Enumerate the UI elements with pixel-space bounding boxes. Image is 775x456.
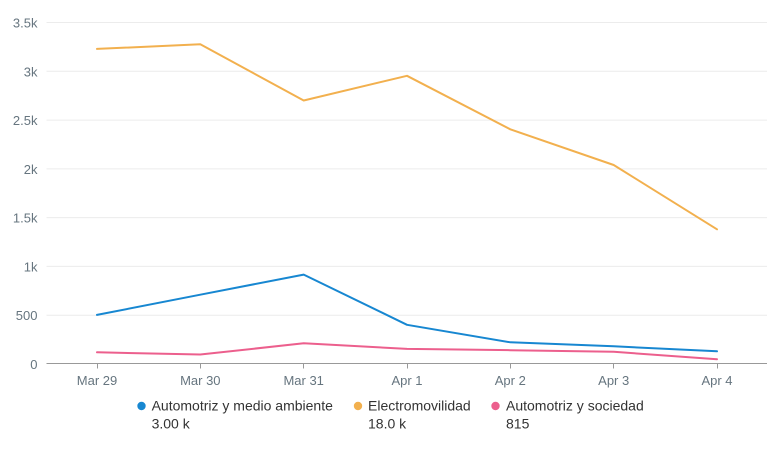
svg-text:3k: 3k [24,64,38,79]
svg-text:815: 815 [506,416,530,432]
svg-text:Apr 2: Apr 2 [495,373,526,388]
svg-text:Apr 4: Apr 4 [701,373,732,388]
svg-text:500: 500 [16,308,38,323]
svg-text:Apr 3: Apr 3 [598,373,629,388]
svg-text:Mar 29: Mar 29 [77,373,117,388]
svg-text:1k: 1k [24,259,38,274]
svg-text:3.00 k: 3.00 k [152,416,191,432]
svg-text:Automotriz y sociedad: Automotriz y sociedad [506,398,644,414]
svg-text:Automotriz y medio ambiente: Automotriz y medio ambiente [152,398,334,414]
svg-text:Mar 31: Mar 31 [283,373,323,388]
svg-text:2.5k: 2.5k [13,113,38,128]
svg-text:1.5k: 1.5k [13,211,38,226]
svg-text:18.0 k: 18.0 k [368,416,407,432]
svg-text:Mar 30: Mar 30 [180,373,220,388]
svg-text:2k: 2k [24,162,38,177]
svg-text:0: 0 [30,357,37,372]
svg-text:Apr 1: Apr 1 [391,373,422,388]
svg-text:3.5k: 3.5k [13,16,38,31]
svg-text:Electromovilidad: Electromovilidad [368,398,471,414]
